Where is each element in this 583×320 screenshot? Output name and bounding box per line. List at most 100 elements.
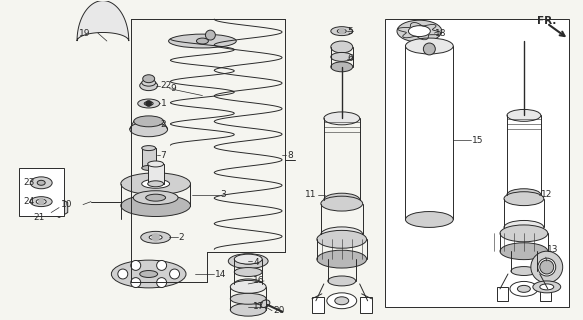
Ellipse shape bbox=[234, 279, 262, 289]
Ellipse shape bbox=[327, 293, 357, 309]
Ellipse shape bbox=[142, 79, 156, 86]
Ellipse shape bbox=[504, 220, 544, 234]
Ellipse shape bbox=[317, 230, 367, 248]
Text: 7: 7 bbox=[161, 150, 166, 160]
Polygon shape bbox=[77, 1, 129, 41]
Ellipse shape bbox=[324, 193, 360, 206]
Ellipse shape bbox=[405, 212, 453, 228]
Bar bbox=[312, 297, 324, 313]
Text: 23: 23 bbox=[23, 178, 34, 187]
Circle shape bbox=[38, 199, 44, 204]
Circle shape bbox=[118, 269, 128, 279]
Ellipse shape bbox=[500, 225, 548, 242]
Bar bbox=[142, 148, 156, 168]
Ellipse shape bbox=[507, 109, 541, 121]
Circle shape bbox=[131, 260, 141, 270]
Text: 17: 17 bbox=[253, 302, 265, 311]
Circle shape bbox=[157, 260, 167, 270]
Circle shape bbox=[146, 100, 152, 107]
Ellipse shape bbox=[149, 235, 162, 240]
Ellipse shape bbox=[111, 260, 186, 288]
Circle shape bbox=[157, 278, 167, 288]
Ellipse shape bbox=[510, 281, 538, 296]
Ellipse shape bbox=[511, 267, 537, 276]
Text: 6: 6 bbox=[347, 54, 353, 63]
Text: 2: 2 bbox=[161, 120, 166, 129]
Ellipse shape bbox=[30, 197, 52, 207]
Ellipse shape bbox=[142, 179, 170, 188]
Ellipse shape bbox=[230, 303, 266, 316]
Ellipse shape bbox=[30, 177, 52, 189]
Text: 15: 15 bbox=[472, 136, 484, 145]
Bar bbox=[147, 164, 164, 184]
Ellipse shape bbox=[134, 191, 178, 204]
Ellipse shape bbox=[533, 281, 561, 293]
Ellipse shape bbox=[230, 280, 266, 293]
Ellipse shape bbox=[240, 258, 256, 264]
Bar bbox=[497, 287, 508, 301]
Bar bbox=[385, 19, 568, 307]
Text: 24: 24 bbox=[23, 197, 34, 206]
Ellipse shape bbox=[331, 27, 353, 36]
Ellipse shape bbox=[140, 270, 157, 277]
Ellipse shape bbox=[328, 276, 356, 286]
Ellipse shape bbox=[540, 284, 554, 290]
Ellipse shape bbox=[147, 161, 164, 167]
Ellipse shape bbox=[144, 101, 153, 106]
Ellipse shape bbox=[538, 258, 556, 276]
Ellipse shape bbox=[405, 38, 453, 54]
Ellipse shape bbox=[504, 192, 544, 206]
Text: 8: 8 bbox=[287, 150, 293, 160]
Text: FR.: FR. bbox=[537, 16, 556, 26]
Ellipse shape bbox=[142, 146, 156, 151]
Circle shape bbox=[339, 28, 345, 34]
Ellipse shape bbox=[37, 180, 45, 185]
Text: 14: 14 bbox=[215, 269, 227, 278]
Text: 20: 20 bbox=[273, 306, 285, 315]
Circle shape bbox=[423, 43, 436, 55]
Circle shape bbox=[55, 204, 63, 212]
Circle shape bbox=[152, 233, 160, 241]
Text: 4: 4 bbox=[253, 258, 259, 267]
Ellipse shape bbox=[196, 38, 208, 44]
Circle shape bbox=[170, 269, 180, 279]
Circle shape bbox=[131, 278, 141, 288]
Ellipse shape bbox=[142, 165, 156, 171]
Ellipse shape bbox=[321, 196, 363, 211]
Ellipse shape bbox=[234, 268, 262, 276]
Bar bbox=[360, 297, 371, 313]
Ellipse shape bbox=[140, 81, 157, 91]
Ellipse shape bbox=[331, 52, 353, 61]
Text: 21: 21 bbox=[33, 213, 45, 222]
Bar bbox=[19, 168, 64, 215]
Text: 5: 5 bbox=[347, 27, 353, 36]
Circle shape bbox=[205, 30, 215, 40]
Ellipse shape bbox=[134, 116, 164, 127]
Text: 10: 10 bbox=[61, 200, 73, 209]
Ellipse shape bbox=[121, 173, 191, 195]
Ellipse shape bbox=[324, 112, 360, 125]
Ellipse shape bbox=[518, 285, 531, 292]
Polygon shape bbox=[51, 198, 68, 218]
Text: 19: 19 bbox=[79, 28, 90, 38]
Ellipse shape bbox=[397, 20, 442, 42]
Ellipse shape bbox=[234, 254, 262, 264]
Text: 16: 16 bbox=[253, 276, 265, 285]
Text: 3: 3 bbox=[220, 190, 226, 199]
Ellipse shape bbox=[146, 194, 166, 201]
Ellipse shape bbox=[36, 199, 46, 204]
Ellipse shape bbox=[121, 195, 191, 217]
Text: 1: 1 bbox=[161, 99, 166, 108]
Ellipse shape bbox=[500, 243, 548, 260]
Ellipse shape bbox=[335, 297, 349, 305]
Text: 11: 11 bbox=[305, 190, 317, 199]
Bar bbox=[540, 287, 551, 301]
Text: 2: 2 bbox=[178, 233, 184, 242]
Ellipse shape bbox=[130, 122, 167, 137]
Ellipse shape bbox=[229, 254, 268, 268]
Ellipse shape bbox=[531, 251, 563, 283]
Text: 9: 9 bbox=[171, 84, 176, 93]
Text: 18: 18 bbox=[436, 28, 447, 38]
Ellipse shape bbox=[321, 227, 363, 242]
Ellipse shape bbox=[331, 62, 353, 72]
